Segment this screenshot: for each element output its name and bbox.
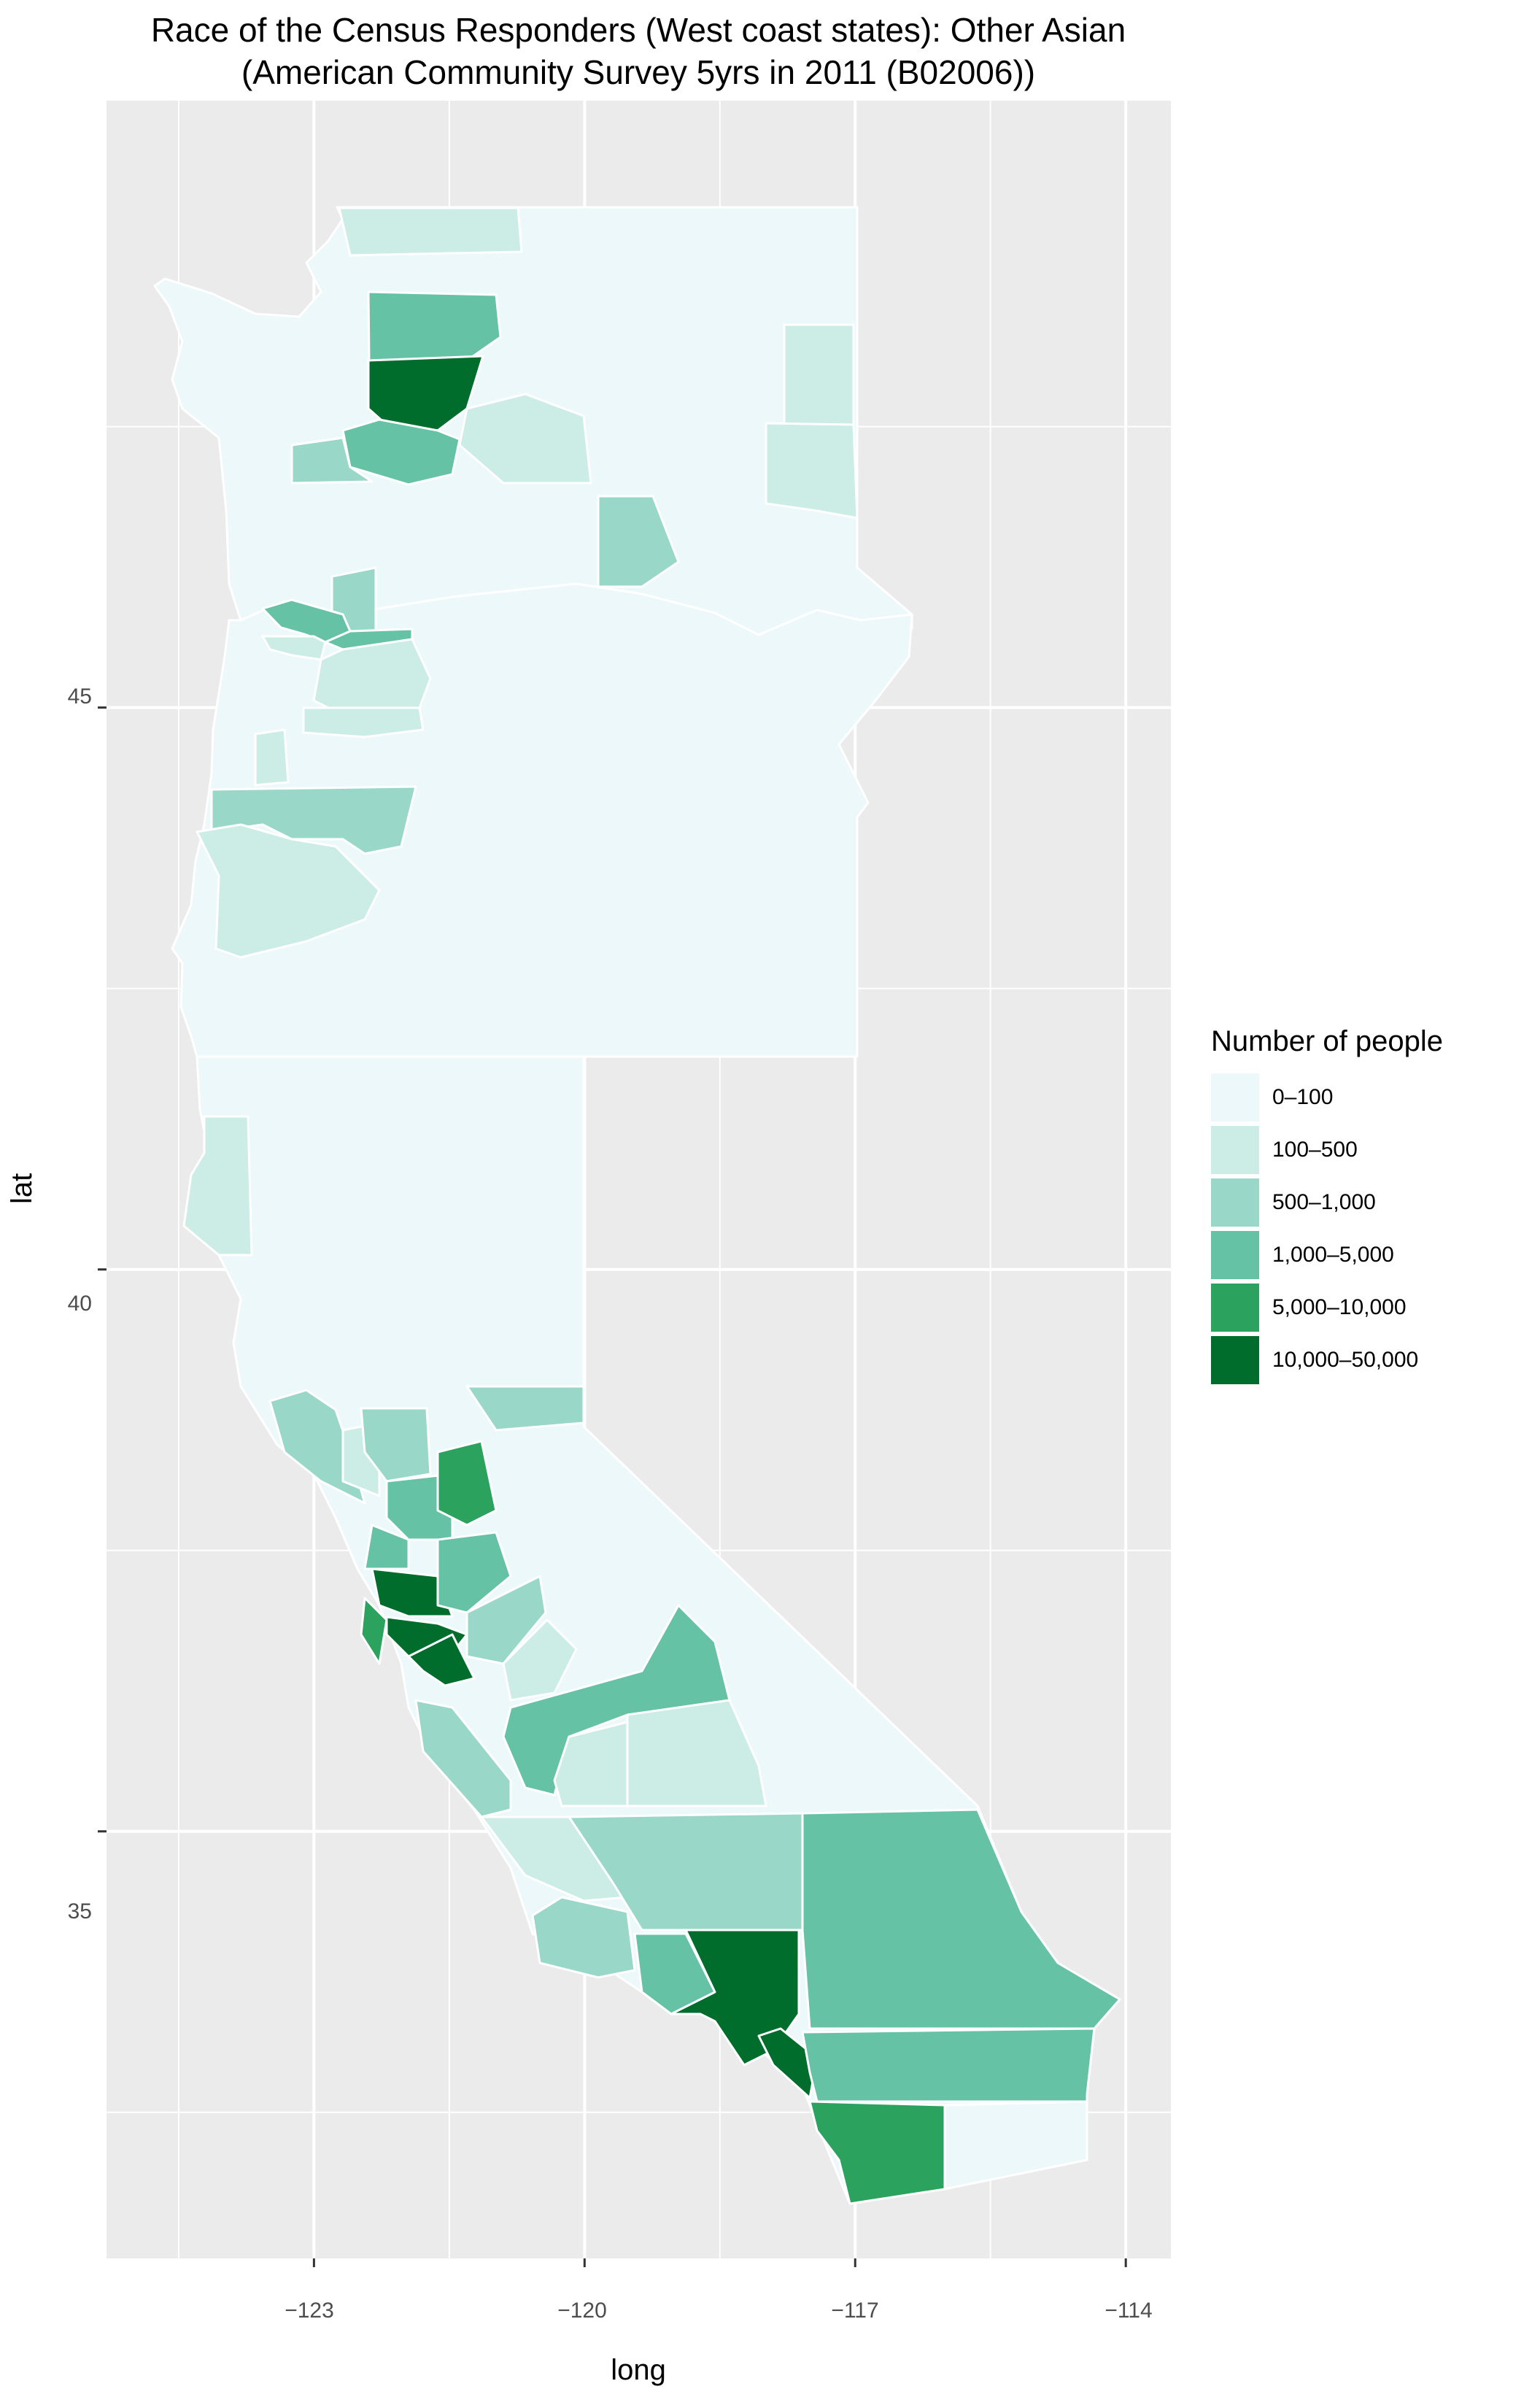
legend-label: 100–500 [1272, 1138, 1358, 1162]
county-contra-costa [371, 1567, 454, 1618]
legend-item: 5,000–10,000 [1211, 1281, 1443, 1334]
legend-swatch [1211, 1336, 1259, 1384]
legend-item: 10,000–50,000 [1211, 1334, 1443, 1386]
legend-label: 5,000–10,000 [1272, 1295, 1407, 1319]
legend-item: 100–500 [1211, 1124, 1443, 1176]
county-riverside [801, 2027, 1096, 2103]
county-imperial [943, 2100, 1088, 2191]
y-axis-label: lat [6, 1173, 38, 1204]
county-humboldt [182, 1115, 253, 1257]
county-stanislaus [465, 1575, 547, 1665]
county-monterey [414, 1699, 512, 1818]
chart-title-line2: (American Community Survey 5yrs in 2011 … [241, 53, 1036, 91]
county-slo [480, 1815, 629, 1902]
x-tick-label-neg114: −114 [1104, 2299, 1153, 2323]
y-tick-label-40: 40 [67, 1292, 92, 1316]
x-tick-label-neg123: −123 [285, 2299, 334, 2323]
county-san-bernardino [801, 1808, 1121, 2030]
legend-swatch [1211, 1284, 1259, 1332]
legend-item: 500–1,000 [1211, 1176, 1443, 1229]
county-pierce [341, 418, 461, 486]
county-thurston [290, 436, 374, 485]
legend-item: 1,000–5,000 [1211, 1229, 1443, 1281]
legend-swatch [1211, 1231, 1259, 1279]
x-tick-label-neg117: −117 [831, 2299, 879, 2323]
legend-swatch [1211, 1178, 1259, 1227]
county-multnomah [324, 628, 414, 651]
chart-title-line1: Race of the Census Responders (West coas… [150, 11, 1126, 49]
county-el-dorado [465, 1385, 585, 1432]
legend: Number of people 0–100 100–500 500–1,000… [1211, 1025, 1443, 1386]
county-placer [436, 1440, 498, 1527]
county-santa-barbara [531, 1896, 636, 1979]
x-tick-label-neg120: −120 [557, 2299, 607, 2323]
legend-label: 500–1,000 [1272, 1190, 1376, 1214]
county-kittitas [458, 393, 592, 485]
county-whatcom [338, 207, 523, 257]
legend-label: 1,000–5,000 [1272, 1243, 1394, 1267]
legend-label: 10,000–50,000 [1272, 1348, 1419, 1372]
county-marion [302, 706, 425, 738]
county-solano [363, 1524, 410, 1570]
legend-swatch [1211, 1073, 1259, 1122]
county-merced [502, 1618, 578, 1702]
county-santa-clara [407, 1633, 476, 1687]
county-kings [553, 1721, 629, 1807]
county-los-angeles [670, 1929, 800, 2067]
county-san-mateo [360, 1597, 388, 1665]
y-tick-label-35: 35 [67, 1899, 92, 1923]
legend-item: 0–100 [1211, 1071, 1443, 1124]
county-benton-or [254, 728, 290, 787]
county-spokane [783, 323, 855, 432]
county-whitman [765, 422, 859, 520]
legend-label: 0–100 [1272, 1085, 1334, 1109]
county-snohomish [367, 290, 502, 362]
county-douglas [196, 823, 381, 959]
county-yolo [360, 1407, 432, 1483]
legend-title: Number of people [1211, 1025, 1443, 1057]
y-tick-label-45: 45 [67, 684, 92, 709]
legend-swatch [1211, 1126, 1259, 1174]
county-san-joaquin [436, 1531, 512, 1614]
county-benton [597, 495, 680, 588]
county-clackamas [312, 638, 432, 717]
x-axis-label: long [611, 2354, 666, 2386]
